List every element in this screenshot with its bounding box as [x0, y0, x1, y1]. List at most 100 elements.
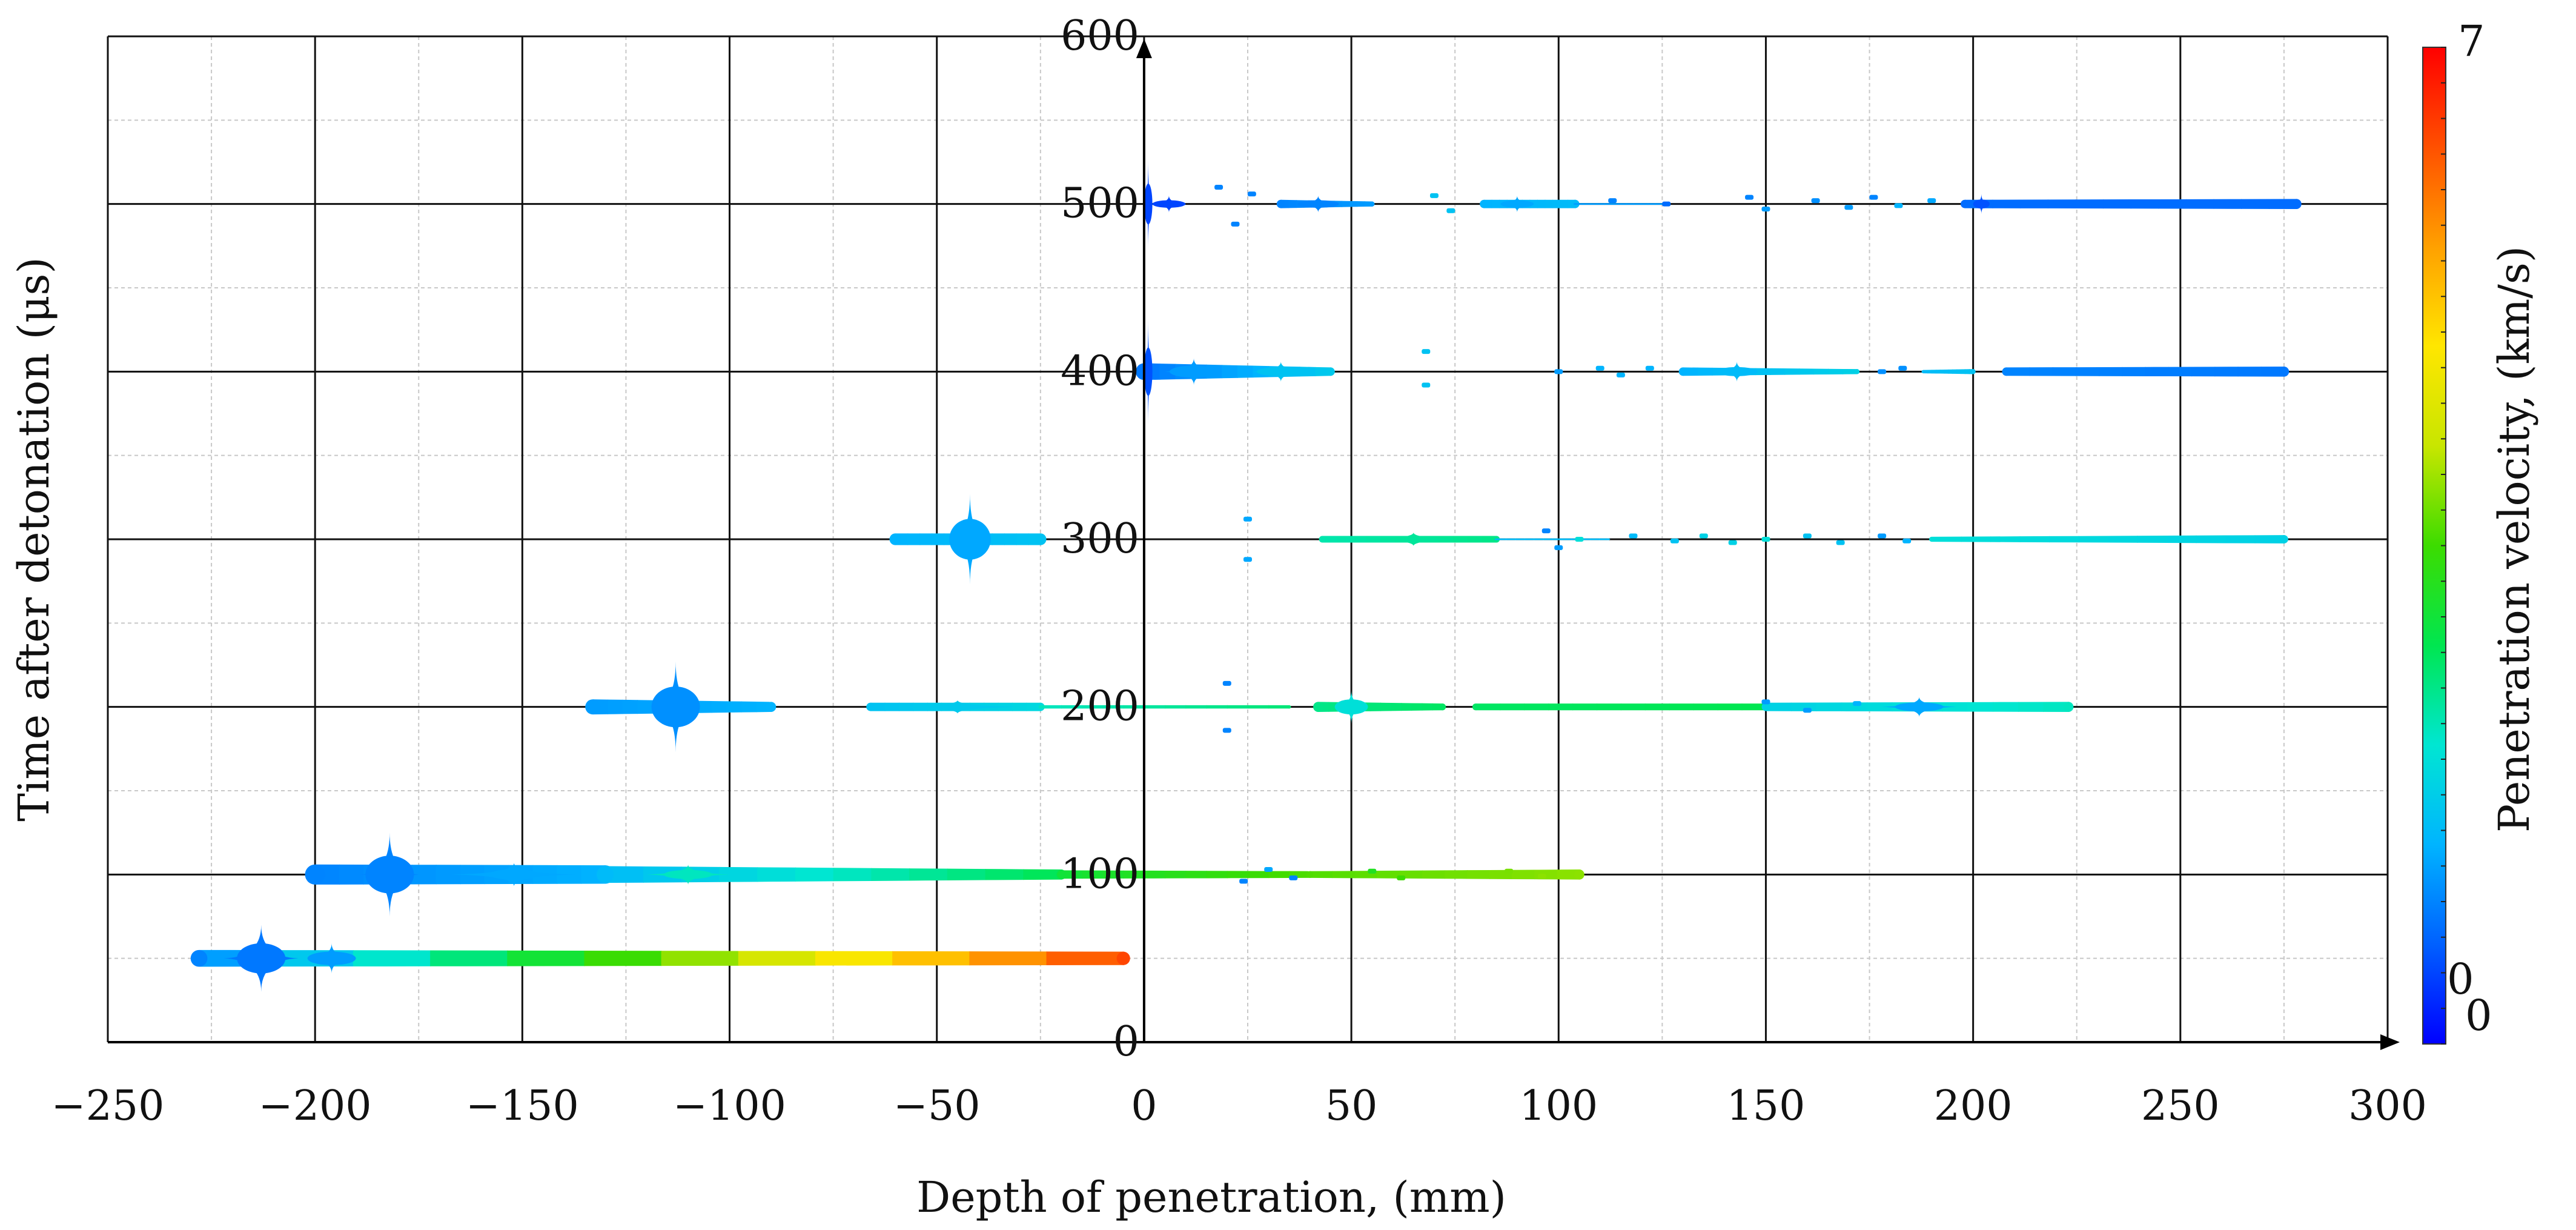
jet-segment: [1633, 203, 1641, 205]
jet-segment: [1357, 201, 1365, 207]
jet-segment: [1342, 201, 1350, 207]
jet-segment: [726, 701, 742, 713]
jet-segment: [1445, 870, 1468, 879]
jet-segment: [1770, 368, 1786, 375]
jet-segment: [608, 699, 623, 714]
jet-segment: [1016, 533, 1029, 545]
x-tick-label: 200: [1934, 1082, 2013, 1130]
jet-segment: [1993, 702, 2019, 712]
jet-segment: [907, 533, 921, 545]
jet-tip-cap: [1970, 369, 1976, 374]
jet-tail-cap: [1921, 370, 1925, 374]
jet-fragment: [1397, 875, 1406, 880]
jet-segment: [1644, 703, 1670, 711]
jet-segment: [1491, 199, 1500, 208]
jet-segment: [1248, 871, 1270, 879]
jet-fragment: [1927, 198, 1936, 204]
jet-segment: [1222, 365, 1238, 379]
jet-bulge-core: [307, 951, 356, 965]
jet-segment: [2049, 536, 2079, 543]
jet-segment: [697, 700, 712, 713]
colorbar-min-label-inner: 0: [2447, 954, 2474, 1004]
jet-fragment: [1761, 206, 1770, 211]
jet-segment: [1597, 203, 1605, 205]
colorbar-title: Penetration velocity, (km/s): [2489, 246, 2539, 833]
jet-segment: [2268, 199, 2297, 209]
y-tick-label: 0: [1113, 1018, 1139, 1066]
jet-segment: [1401, 703, 1412, 711]
jet-tail-cap: [1306, 871, 1314, 878]
jet-tip-cap: [1854, 369, 1860, 374]
jet-bulge-core: [1170, 365, 1219, 378]
x-tick-label: 50: [1325, 1082, 1378, 1130]
jet-segment: [2078, 536, 2109, 543]
jet-segment: [1816, 702, 1843, 711]
jet-segment: [1813, 368, 1829, 375]
jet-bulge-core: [365, 856, 414, 894]
jet-tip-cap: [1287, 705, 1291, 709]
jet-fragment: [1878, 369, 1887, 374]
jet-segment: [1123, 705, 1145, 709]
jet-segment: [909, 868, 948, 881]
jet-segment: [2185, 199, 2214, 209]
y-tick-label: 400: [1061, 347, 1139, 395]
colorbar-max-label: 7: [2458, 16, 2485, 66]
jet-segment: [738, 951, 816, 966]
jet-fragment: [1537, 874, 1546, 879]
jet-segment: [411, 865, 437, 885]
jet-segment: [2019, 536, 2050, 543]
jet-segment: [1755, 368, 1771, 376]
jet-tail-cap: [190, 949, 208, 967]
jet-fragment: [1699, 533, 1708, 539]
jet-tail-cap: [2002, 367, 2011, 376]
jet-segment: [353, 950, 431, 967]
jet-segment: [1524, 538, 1535, 540]
jet-bulge-core: [237, 943, 286, 974]
jet-fragment: [1222, 680, 1231, 686]
jet-tip-cap: [1574, 869, 1584, 880]
jet-segment: [1248, 705, 1270, 709]
jet-segment: [2225, 535, 2256, 544]
jet-fragment: [1554, 369, 1563, 374]
jet-fragment: [1368, 868, 1377, 874]
jet-segment: [1936, 370, 1941, 374]
jet-segment: [833, 868, 872, 882]
x-tick-label: 0: [1131, 1082, 1157, 1130]
jet-fragment: [1869, 194, 1878, 200]
jet-segment: [1626, 203, 1634, 205]
jet-segment: [992, 533, 1005, 545]
series-group: [190, 925, 1130, 992]
jet-fragment: [1761, 537, 1770, 542]
jet-segment: [2099, 367, 2123, 376]
jet-segment: [1322, 536, 1338, 543]
jet-fragment: [1670, 538, 1679, 544]
jet-segment: [2122, 367, 2146, 376]
jet-segment: [2196, 535, 2226, 544]
jet-bulge-core: [651, 686, 700, 728]
jet-fragment: [1247, 191, 1256, 197]
jet-segment: [507, 950, 585, 966]
y-tick-label: 200: [1061, 683, 1139, 731]
jet-segment: [985, 869, 1024, 880]
x-axis-arrow: [2380, 1034, 2400, 1050]
jet-segment: [1784, 368, 1800, 375]
jet-fragment: [1878, 533, 1887, 539]
x-tick-label: 250: [2141, 1082, 2220, 1130]
jet-segment: [1589, 203, 1598, 205]
jet-segment: [2108, 536, 2138, 543]
jet-segment: [2241, 199, 2270, 209]
jet-segment: [1866, 702, 1893, 712]
jet-tail-cap: [1038, 705, 1042, 709]
jet-segment: [1061, 870, 1083, 879]
jet-fragment: [1243, 516, 1252, 522]
jet-segment: [1524, 703, 1549, 711]
jet-segment: [1185, 705, 1207, 709]
jet-segment: [1956, 369, 1962, 374]
jet-bulge-core: [1144, 184, 1153, 225]
jet-segment: [1604, 203, 1612, 205]
jet-segment: [1561, 538, 1572, 540]
series-group: [585, 661, 2074, 753]
jet-segment: [815, 951, 893, 966]
jet-segment: [1552, 199, 1561, 208]
